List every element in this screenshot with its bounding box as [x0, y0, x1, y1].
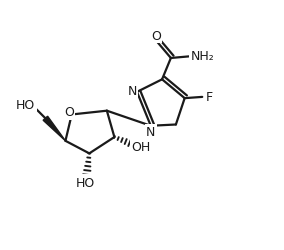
Text: OH: OH	[131, 140, 151, 153]
Text: N: N	[128, 85, 137, 98]
Text: HO: HO	[76, 176, 95, 189]
Text: N: N	[146, 125, 155, 138]
Polygon shape	[43, 117, 65, 141]
Text: O: O	[64, 106, 74, 119]
Text: NH₂: NH₂	[190, 50, 214, 63]
Text: O: O	[151, 30, 161, 43]
Text: F: F	[206, 91, 213, 104]
Text: HO: HO	[16, 98, 36, 112]
